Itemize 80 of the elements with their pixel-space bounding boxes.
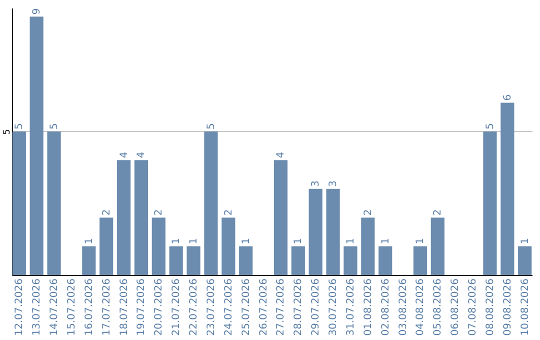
bar [82, 246, 96, 275]
x-tick-label: 04.08.2026 [415, 278, 426, 336]
bar [100, 218, 114, 275]
data-label: 2 [154, 209, 165, 216]
bar [169, 246, 183, 275]
x-tick-label: 06.08.2026 [450, 278, 462, 336]
data-label: 6 [502, 94, 514, 101]
data-label: 2 [223, 209, 234, 216]
x-tick-label: 01.08.2026 [362, 278, 374, 336]
x-tick-label: 08.08.2026 [484, 278, 496, 336]
bar [12, 131, 26, 275]
bar [308, 188, 322, 275]
x-tick-label: 19.07.2026 [136, 278, 148, 336]
bar [186, 246, 200, 275]
data-label: 3 [310, 180, 322, 187]
data-label: 5 [14, 123, 26, 130]
bar [413, 246, 428, 275]
x-tick-label: 03.08.2026 [398, 278, 409, 336]
bar [483, 131, 497, 275]
x-tick-label: 24.07.2026 [223, 278, 234, 336]
x-tick-label: 05.08.2026 [432, 278, 444, 336]
bar [152, 218, 166, 275]
data-label: 1 [188, 238, 200, 244]
x-tick-label: 22.07.2026 [188, 278, 200, 336]
x-tick-label: 21.07.2026 [171, 278, 182, 336]
data-label: 2 [362, 209, 374, 216]
bar [378, 246, 392, 275]
x-tick-label: 25.07.2026 [240, 278, 252, 336]
data-label: 5 [484, 123, 496, 130]
bar [30, 16, 44, 275]
data-label: 3 [328, 180, 340, 187]
bar [274, 160, 288, 275]
x-tick-label: 26.07.2026 [258, 278, 270, 336]
bar [344, 246, 358, 275]
bar [222, 218, 236, 275]
bar [430, 218, 444, 275]
x-tick-label: 07.08.2026 [468, 278, 479, 336]
bar [326, 188, 340, 275]
x-tick-label: 28.07.2026 [293, 278, 304, 336]
data-label: 4 [276, 152, 287, 158]
bar [500, 102, 514, 275]
x-tick-label: 10.08.2026 [520, 278, 531, 336]
x-tick-label: 14.07.2026 [49, 278, 60, 336]
x-tick-label: 09.08.2026 [502, 278, 514, 336]
data-label: 9 [32, 8, 43, 15]
x-tick-label: 12.07.2026 [14, 278, 26, 336]
x-tick-label: 27.07.2026 [276, 278, 287, 336]
data-label: 5 [206, 123, 217, 130]
x-tick-label: 18.07.2026 [118, 278, 130, 336]
x-tick-label: 29.07.2026 [310, 278, 322, 336]
bar [47, 131, 61, 275]
data-label: 1 [84, 238, 95, 244]
data-label: 1 [380, 238, 392, 244]
bar [361, 218, 375, 275]
x-tick-label: 15.07.2026 [66, 278, 78, 336]
x-tick-label: 17.07.2026 [101, 278, 112, 336]
x-tick-label: 30.07.2026 [328, 278, 340, 336]
bar [518, 246, 532, 275]
bar [291, 246, 305, 275]
data-label: 5 [49, 123, 60, 130]
data-label: 1 [171, 238, 182, 244]
bar [204, 131, 218, 275]
x-tick-label: 20.07.2026 [154, 278, 165, 336]
x-tick-label: 16.07.2026 [84, 278, 95, 336]
data-label: 1 [240, 238, 252, 244]
x-tick-label: 02.08.2026 [380, 278, 392, 336]
data-label: 2 [432, 209, 444, 216]
bar [239, 246, 253, 275]
data-label: 1 [293, 238, 304, 244]
x-tick-label: 31.07.2026 [345, 278, 356, 336]
x-tick-label: 13.07.2026 [32, 278, 43, 336]
bar [116, 160, 131, 275]
data-label: 4 [136, 152, 148, 158]
data-label: 1 [345, 238, 356, 244]
bar [134, 160, 148, 275]
data-label: 1 [520, 238, 531, 244]
x-tick-label: 23.07.2026 [206, 278, 217, 336]
data-label: 1 [415, 238, 426, 244]
data-label: 2 [101, 209, 112, 216]
data-label: 4 [118, 152, 130, 158]
